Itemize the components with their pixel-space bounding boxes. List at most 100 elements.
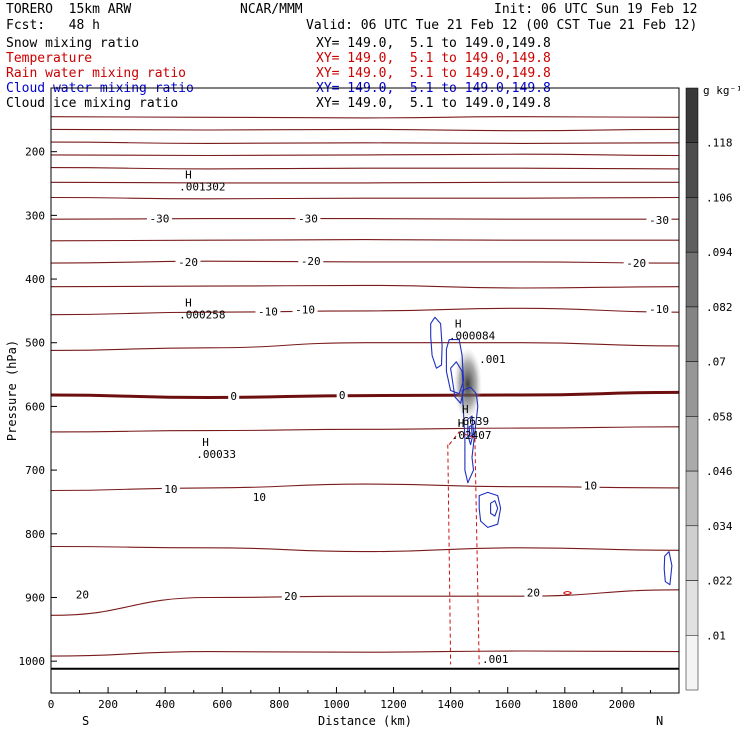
isotherm-label-bg-5 [623, 257, 649, 270]
isotherm-10-15 [50, 483, 680, 492]
isotherm-label-7: -10 [295, 304, 315, 317]
colorbar-label-1: .106 [706, 191, 733, 204]
isotherm-label-bg-0 [146, 212, 172, 225]
cloud-water-contour-5 [468, 424, 473, 438]
extremum-value-3: .000084 [449, 329, 496, 342]
colorbar-bin-4 [685, 306, 699, 362]
extremum-h-0: H [185, 168, 192, 181]
extremum-h-2: H [202, 436, 209, 449]
colorbar-label-2: .094 [706, 246, 733, 259]
cloud-water-contour-8 [663, 551, 673, 586]
rain-contour-top [448, 431, 476, 445]
isotherm-label-bg-3 [175, 255, 201, 268]
x-tick-label-7: 1400 [437, 698, 464, 711]
isotherm-label-0: -30 [150, 213, 170, 226]
isotherm--5-12 [50, 342, 680, 351]
isotherm-label-2: -30 [649, 214, 669, 227]
isotherm-label-3: -20 [178, 256, 198, 269]
isotherm-25-18 [50, 650, 680, 657]
isotherm-label-bg-15 [281, 590, 300, 603]
isotherm-0-13 [50, 390, 680, 400]
isotherm-label-bg-7 [292, 303, 318, 316]
colorbar-bin-10 [685, 635, 699, 691]
isotherm-label-bg-4 [298, 255, 324, 268]
field-rain-label: Rain water mixing ratio [6, 66, 187, 81]
plot-border [50, 87, 680, 694]
moisture-contours [430, 316, 673, 665]
isotherm--50-0 [50, 116, 680, 119]
isotherm-label-4: -20 [301, 255, 321, 268]
isotherm--45-4 [50, 167, 680, 170]
colorbar-label-8: .022 [706, 575, 733, 588]
y-axis-label: Pressure (hPa) [5, 340, 19, 441]
colorbar-bin-1 [685, 142, 699, 198]
x-tick-label-4: 800 [269, 698, 289, 711]
isotherm--20-9 [50, 260, 680, 264]
x-axis-label: Distance (km) [318, 714, 412, 728]
isotherm--35-6 [50, 196, 680, 200]
cloud-water-contour-6 [478, 491, 502, 528]
colorbar-bin-3 [685, 251, 699, 308]
x-tick-label-1: 200 [98, 698, 118, 711]
extremum-h-1: H [185, 296, 192, 309]
colorbar-label-4: .07 [706, 356, 726, 369]
rain-contour-small [563, 591, 573, 596]
isotherm--10-11 [50, 307, 680, 316]
contour-value-label-0: .001 [479, 353, 506, 366]
temperature-xy-range: XY= 149.0, 5.1 to 149.0,149.8 [316, 51, 551, 66]
rain-contour-right [474, 438, 480, 665]
y-tick-label-1: 300 [25, 209, 45, 222]
colorbar-label-3: .082 [706, 301, 733, 314]
axes: 0 200 400 600 800 1000 1200 1400 1600 1800 2000200… [5, 146, 663, 728]
isotherm-label-bg-9 [228, 390, 240, 403]
extremum-value-0: .001302 [179, 180, 225, 193]
isotherm-label-13: 10 [584, 479, 597, 492]
y-tick-label-2: 400 [25, 273, 45, 286]
valid-time: Valid: 06 UTC Tue 21 Feb 12 (00 CST Tue … [306, 18, 698, 33]
x-tick-label-8: 1600 [494, 698, 521, 711]
x-tick-label-2: 400 [155, 698, 175, 711]
isotherm-label-bg-16 [524, 586, 543, 599]
isotherm-label-bg-8 [646, 302, 672, 315]
extremum-h-3: H [455, 317, 462, 330]
colorbar-label-5: .058 [706, 410, 733, 423]
isotherm--50-1 [50, 128, 680, 132]
y-tick-label-4: 600 [25, 400, 45, 413]
snow-xy-range: XY= 149.0, 5.1 to 149.0,149.8 [316, 36, 551, 51]
isotherm-label-bg-12 [250, 490, 269, 503]
y-tick-label-3: 500 [25, 337, 45, 350]
isotherm-20-17 [50, 589, 680, 616]
colorbar: .118 .106 .094 .082 .07 .058 .046 .034 .022 .01 g … [685, 84, 740, 691]
colorbar-label-0: .118 [706, 137, 733, 150]
y-tick-label-6: 800 [25, 528, 45, 541]
isotherm-5-14 [50, 426, 680, 433]
cloud-water-contour-7 [490, 500, 499, 517]
contour-value-label-1: .001 [482, 653, 509, 666]
isotherm-label-6: -10 [258, 306, 278, 319]
x-tick-label-10: 2000 [609, 698, 636, 711]
extrema-labels: H.001302H.000258H.00033H.000084H.6639H.0… [179, 168, 508, 666]
isotherm-label-16: 20 [527, 586, 540, 599]
isotherm--15-10 [50, 284, 680, 289]
y-tick-label-5: 700 [25, 464, 45, 477]
extremum-value-4: .6639 [456, 415, 489, 428]
extremum-h-4: H [462, 403, 469, 416]
colorbar-label-7: .034 [706, 520, 733, 533]
isotherm--50-2 [50, 141, 680, 144]
extremum-h-5: H [458, 417, 465, 430]
isotherm-label-bg-1 [295, 212, 321, 225]
isotherm-label-bg-10 [336, 388, 348, 401]
x-tick-label-6: 1200 [380, 698, 407, 711]
isotherm-label-bg-11 [161, 483, 180, 496]
isotherm--25-8 [50, 239, 679, 242]
y-tick-label-0: 200 [25, 146, 45, 159]
x-tick-label-3: 600 [212, 698, 232, 711]
colorbar-bin-7 [685, 470, 699, 527]
isotherm-label-14: 20 [76, 588, 89, 601]
rain-contour-left [447, 444, 452, 665]
colorbar-bin-2 [685, 197, 699, 253]
x-tick-label-9: 1800 [552, 698, 579, 711]
isotherm-label-11: 10 [164, 483, 177, 496]
model-title: TORERO 15km ARW [6, 2, 132, 17]
north-end-label: N [656, 714, 663, 728]
